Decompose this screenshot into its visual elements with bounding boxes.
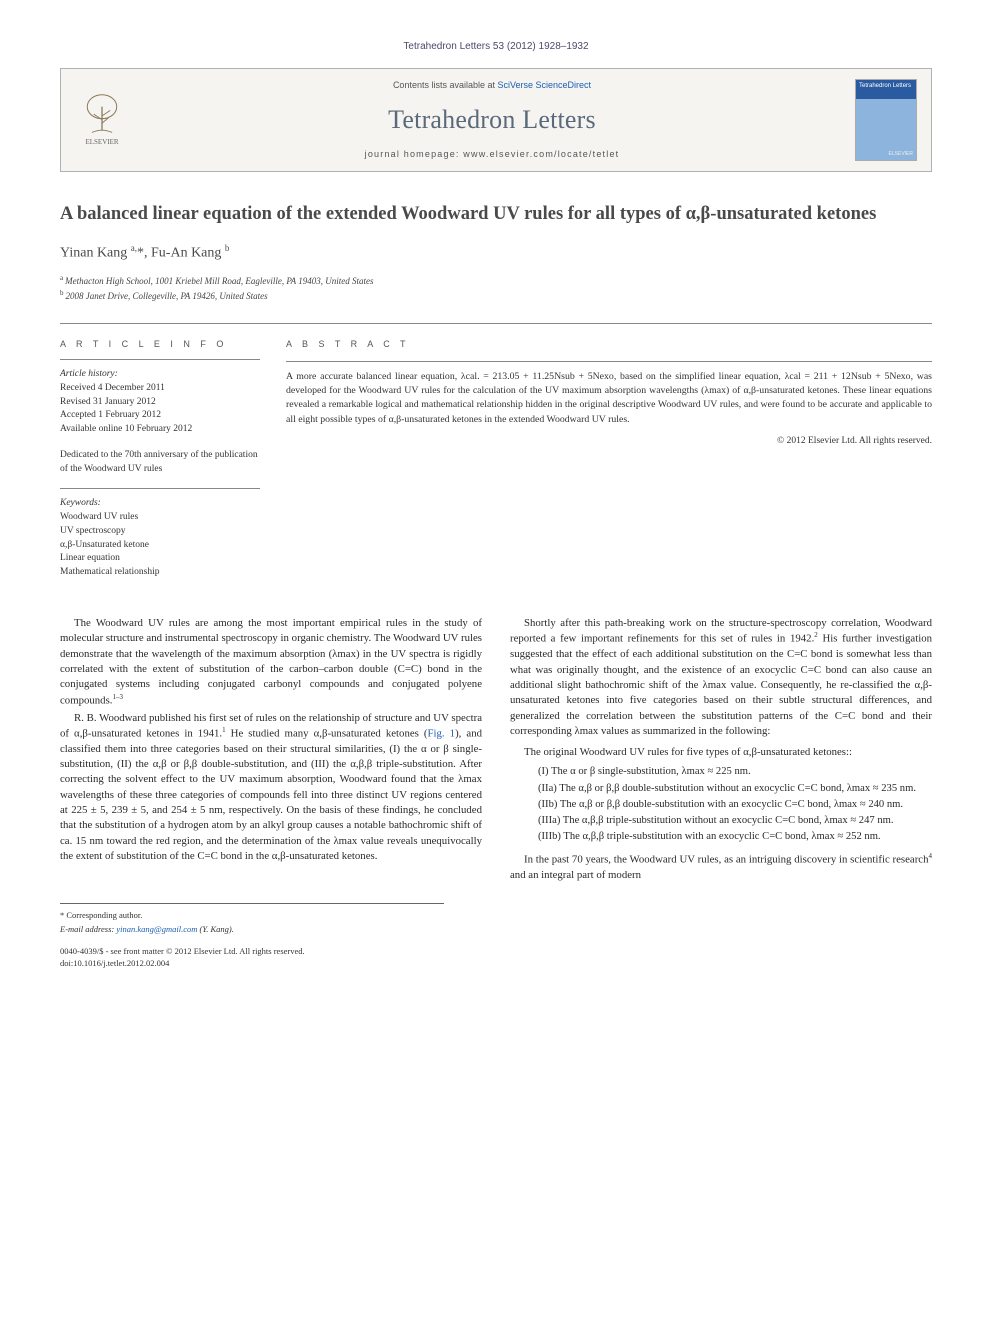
- keywords-block: Keywords: Woodward UV rulesUV spectrosco…: [60, 497, 260, 580]
- homepage-prefix: journal homepage:: [365, 149, 464, 159]
- rule-item: (I) The α or β single-substitution, λmax…: [538, 764, 932, 779]
- article-info-column: A R T I C L E I N F O Article history: R…: [60, 338, 260, 592]
- abstract-heading: A B S T R A C T: [286, 338, 932, 351]
- author-email-link[interactable]: yinan.kang@gmail.com: [116, 924, 197, 934]
- keyword: Woodward UV rules: [60, 511, 260, 525]
- doi-line: doi:10.1016/j.tetlet.2012.02.004: [60, 958, 932, 970]
- sciencedirect-link[interactable]: SciVerse ScienceDirect: [498, 80, 592, 90]
- keywords-label: Keywords:: [60, 497, 260, 511]
- abstract-column: A B S T R A C T A more accurate balanced…: [286, 338, 932, 592]
- journal-header-box: ELSEVIER Contents lists available at Sci…: [60, 68, 932, 172]
- ref-4[interactable]: 4: [929, 852, 933, 860]
- keyword: Linear equation: [60, 552, 260, 566]
- body-paragraph-1: The Woodward UV rules are among the most…: [60, 616, 482, 709]
- history-line: Accepted 1 February 2012: [60, 409, 260, 423]
- homepage-url[interactable]: www.elsevier.com/locate/tetlet: [463, 149, 619, 159]
- ref-1-3[interactable]: 1–3: [112, 693, 123, 701]
- article-body: The Woodward UV rules are among the most…: [60, 616, 932, 883]
- body-paragraph-2: R. B. Woodward published his first set o…: [60, 711, 482, 865]
- dedication: Dedicated to the 70th anniversary of the…: [60, 449, 260, 477]
- homepage-line: journal homepage: www.elsevier.com/locat…: [143, 148, 841, 161]
- body-paragraph-3: Shortly after this path-breaking work on…: [510, 616, 932, 739]
- figure-1-link[interactable]: Fig. 1: [428, 727, 456, 739]
- contents-line: Contents lists available at SciVerse Sci…: [143, 79, 841, 92]
- journal-center: Contents lists available at SciVerse Sci…: [143, 79, 841, 161]
- history-line: Available online 10 February 2012: [60, 423, 260, 437]
- keyword: UV spectroscopy: [60, 525, 260, 539]
- cover-publisher: ELSEVIER: [889, 151, 913, 158]
- contents-prefix: Contents lists available at: [393, 80, 498, 90]
- article-title: A balanced linear equation of the extend…: [60, 202, 932, 226]
- rule-item: (IIa) The α,β or β,β double-substitution…: [538, 781, 932, 796]
- history-line: Revised 31 January 2012: [60, 396, 260, 410]
- email-line: E-mail address: yinan.kang@gmail.com (Y.…: [60, 924, 444, 936]
- elsevier-logo: ELSEVIER: [75, 87, 129, 153]
- journal-name: Tetrahedron Letters: [143, 102, 841, 138]
- article-history: Article history: Received 4 December 201…: [60, 368, 260, 437]
- corresponding-note: * Corresponding author.: [60, 910, 444, 922]
- authors: Yinan Kang a,*, Fu-An Kang b: [60, 242, 932, 263]
- rules-intro: The original Woodward UV rules for five …: [510, 745, 932, 760]
- rule-item: (IIIa) The α,β,β triple-substitution wit…: [538, 813, 932, 828]
- keyword: α,β-Unsaturated ketone: [60, 539, 260, 553]
- woodward-rules-list: (I) The α or β single-substitution, λmax…: [538, 764, 932, 843]
- corresponding-author-footer: * Corresponding author. E-mail address: …: [60, 903, 444, 936]
- journal-cover-thumbnail: Tetrahedron Letters ELSEVIER: [855, 79, 917, 161]
- rule-item: (IIIb) The α,β,β triple-substitution wit…: [538, 829, 932, 844]
- abstract-text: A more accurate balanced linear equation…: [286, 361, 932, 427]
- elsevier-label: ELSEVIER: [85, 138, 118, 148]
- history-label: Article history:: [60, 368, 260, 382]
- keyword: Mathematical relationship: [60, 566, 260, 580]
- history-line: Received 4 December 2011: [60, 382, 260, 396]
- affiliations: aMethacton High School, 1001 Kriebel Mil…: [60, 273, 932, 303]
- cover-title: Tetrahedron Letters: [859, 83, 911, 89]
- body-paragraph-4: In the past 70 years, the Woodward UV ru…: [510, 852, 932, 883]
- article-info-heading: A R T I C L E I N F O: [60, 338, 260, 351]
- header-citation: Tetrahedron Letters 53 (2012) 1928–1932: [60, 40, 932, 54]
- elsevier-tree-icon: [79, 92, 125, 138]
- abstract-copyright: © 2012 Elsevier Ltd. All rights reserved…: [286, 435, 932, 448]
- rule-item: (IIb) The α,β or β,β double-substitution…: [538, 797, 932, 812]
- issn-line: 0040-4039/$ - see front matter © 2012 El…: [60, 946, 932, 958]
